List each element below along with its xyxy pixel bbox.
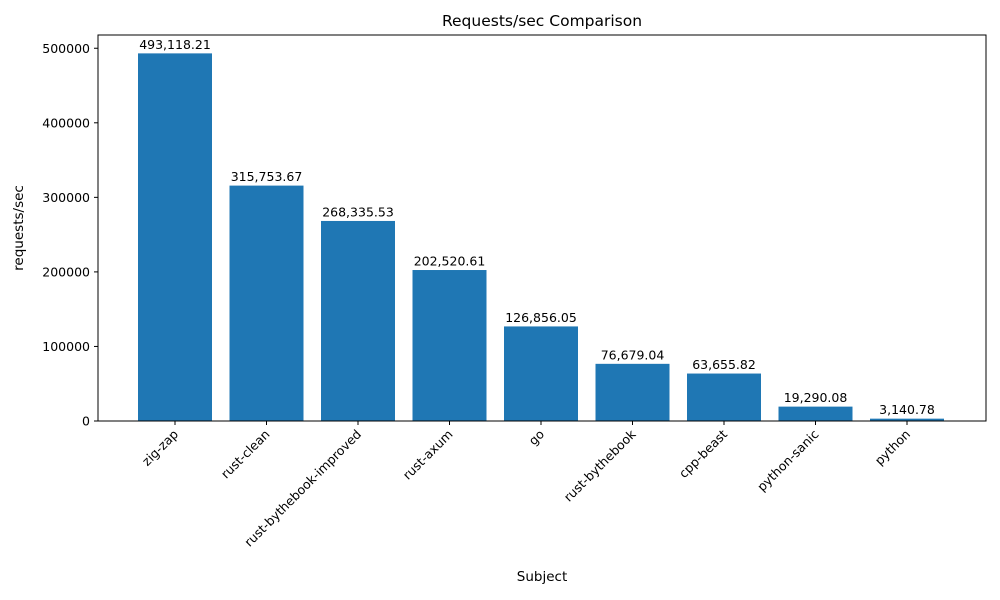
bar-rust-clean [229, 185, 304, 421]
bar-rust-bythebook-improved [321, 220, 395, 421]
bar-value-label: 202,520.61 [414, 254, 486, 269]
x-tick-label-rust-bythebook: rust-bythebook [561, 426, 640, 505]
bars-group [138, 53, 944, 422]
y-axis-label: requests/sec [11, 185, 27, 271]
x-tick-label-cpp-beast: cpp-beast [676, 426, 730, 480]
y-tick-label: 400000 [42, 115, 90, 130]
x-tick-label-zig-zap: zig-zap [139, 426, 181, 468]
bar-value-label: 493,118.21 [139, 37, 211, 52]
bar-value-label: 126,856.05 [505, 310, 577, 325]
x-tick-label-python-sanic: python-sanic [754, 426, 822, 494]
bar-rust-bythebook [595, 363, 670, 421]
chart-title: Requests/sec Comparison [442, 12, 642, 30]
bar-python-sanic [778, 406, 853, 421]
bar-python [870, 418, 944, 421]
y-axis-group: 0 100000 200000 300000 400000 500000 [42, 41, 98, 429]
bar-rust-axum [412, 270, 487, 421]
plot-border [97, 34, 987, 422]
y-tick-label: 500000 [42, 41, 90, 56]
bar-value-label: 76,679.04 [601, 347, 665, 362]
bar-cpp-beast [687, 373, 761, 421]
bar-value-label: 19,290.08 [784, 390, 848, 405]
y-tick-label: 100000 [42, 339, 90, 354]
bar-value-label: 268,335.53 [322, 204, 394, 219]
x-tick-label-rust-clean: rust-clean [218, 427, 273, 482]
bar-value-label: 63,655.82 [692, 357, 756, 372]
bar-zig-zap [138, 53, 212, 422]
bar-value-label: 315,753.67 [231, 169, 303, 184]
y-tick-label: 300000 [42, 190, 90, 205]
x-tick-label-rust-axum: rust-axum [400, 427, 456, 483]
x-axis-label: Subject [517, 569, 567, 585]
bar-go [504, 326, 578, 421]
y-tick-label: 0 [82, 414, 90, 429]
bar-value-label: 3,140.78 [879, 402, 935, 417]
value-labels-group: 493,118.21 315,753.67 268,335.53 202,520.61… [139, 37, 935, 417]
x-tick-label-python: python [872, 427, 914, 469]
y-tick-label: 200000 [42, 264, 90, 279]
x-tick-label-go: go [525, 427, 547, 449]
x-axis-group: zig-zap rust-cleanrust-bythebook-improved… [139, 421, 913, 550]
